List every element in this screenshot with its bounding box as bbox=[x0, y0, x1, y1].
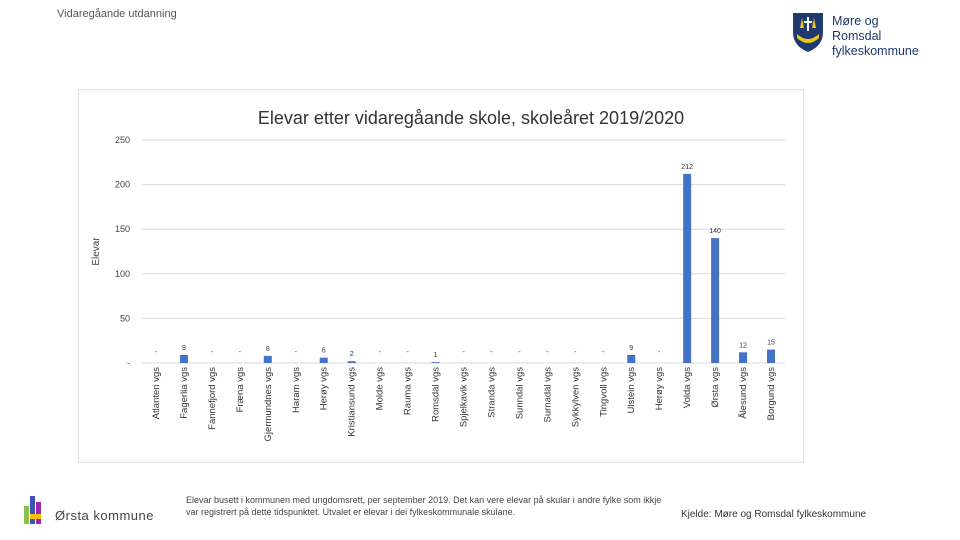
data-label: 1 bbox=[434, 352, 438, 359]
y-tick-label: - bbox=[127, 358, 130, 368]
x-tick-label: Fagerlia vgs bbox=[179, 367, 190, 419]
data-label: - bbox=[658, 349, 661, 356]
data-label: - bbox=[546, 349, 549, 356]
x-tick-label: Borgund vgs bbox=[766, 367, 777, 421]
bar bbox=[683, 173, 692, 363]
bar bbox=[179, 354, 188, 363]
data-label: - bbox=[211, 349, 214, 356]
x-tick-label: Sunndal vgs bbox=[514, 367, 525, 420]
bar bbox=[711, 238, 720, 363]
municipality-name: Ørsta kommune bbox=[55, 508, 154, 523]
x-tick-label: Ålesund vgs bbox=[738, 367, 749, 419]
coat-of-arms-icon bbox=[793, 13, 823, 52]
x-tick-label: Romsdal vgs bbox=[431, 367, 442, 422]
data-label: 15 bbox=[767, 340, 775, 347]
x-tick-label: Haram vgs bbox=[291, 367, 302, 413]
bar bbox=[347, 361, 356, 363]
data-label: 212 bbox=[681, 164, 693, 171]
x-tick-label: Spjelkavik vgs bbox=[459, 367, 470, 427]
bar-chart: Elevar etter vidaregåande skole, skoleår… bbox=[91, 108, 785, 442]
x-tick-label: Molde vgs bbox=[375, 367, 386, 411]
data-label: - bbox=[490, 349, 493, 356]
county-logo: Møre og Romsdal fylkeskommune bbox=[790, 10, 930, 58]
data-label: - bbox=[462, 349, 465, 356]
data-label: 9 bbox=[182, 345, 186, 352]
bar bbox=[739, 352, 748, 363]
data-label: 6 bbox=[322, 348, 326, 355]
data-label: - bbox=[239, 349, 242, 356]
x-tick-label: Atlanten vgs bbox=[151, 367, 162, 420]
logo-line-1: Møre og Romsdal bbox=[832, 14, 882, 43]
x-tick-label: Surnadal vgs bbox=[542, 367, 553, 423]
chart-frame: Elevar etter vidaregåande skole, skoleår… bbox=[78, 89, 804, 463]
data-label: 9 bbox=[629, 345, 633, 352]
x-tick-label: Kristiansund vgs bbox=[347, 367, 358, 437]
data-label: 8 bbox=[266, 346, 270, 353]
bar bbox=[431, 362, 440, 363]
data-label: - bbox=[406, 349, 409, 356]
data-label: 2 bbox=[350, 351, 354, 358]
y-tick-label: 100 bbox=[115, 269, 130, 279]
data-label: 140 bbox=[709, 228, 721, 235]
x-tick-label: Gjermundnes vgs bbox=[263, 367, 274, 442]
data-label: - bbox=[602, 349, 605, 356]
bar bbox=[263, 355, 272, 363]
header-label: Vidaregåande utdanning bbox=[57, 8, 177, 20]
x-tick-label: Herøy vgs bbox=[654, 367, 665, 411]
data-label: - bbox=[518, 349, 521, 356]
data-label: 12 bbox=[739, 342, 747, 349]
footnote: Elevar busett i kommunen med ungdomsrett… bbox=[186, 495, 662, 517]
x-tick-label: Herøy vgs bbox=[319, 367, 330, 411]
y-tick-label: 50 bbox=[120, 313, 130, 323]
chart-title: Elevar etter vidaregåande skole, skoleår… bbox=[258, 108, 684, 128]
x-tick-label: Sykkylven vgs bbox=[570, 367, 581, 427]
y-axis-label: Elevar bbox=[91, 237, 102, 266]
x-tick-label: Fannefjord vgs bbox=[207, 367, 218, 430]
source-note: Kjelde: Møre og Romsdal fylkeskommune bbox=[681, 509, 867, 520]
data-label: - bbox=[378, 349, 381, 356]
bar bbox=[627, 354, 636, 363]
x-tick-label: Rauma vgs bbox=[403, 367, 414, 415]
data-label: - bbox=[295, 349, 298, 356]
x-tick-label: Stranda vgs bbox=[486, 367, 497, 418]
x-tick-label: Ørsta vgs bbox=[710, 367, 721, 408]
data-label: - bbox=[155, 349, 158, 356]
x-tick-label: Tingvoll vgs bbox=[598, 367, 609, 417]
municipality-logo-icon bbox=[24, 496, 41, 524]
y-tick-label: 150 bbox=[115, 224, 130, 234]
x-tick-label: Ulstein vgs bbox=[626, 367, 637, 414]
data-label: - bbox=[574, 349, 577, 356]
logo-line-2: fylkeskommune bbox=[832, 44, 919, 58]
y-tick-label: 250 bbox=[115, 135, 130, 145]
x-tick-label: Fræna vgs bbox=[235, 367, 246, 413]
x-tick-label: Volda vgs bbox=[682, 367, 693, 408]
y-tick-label: 200 bbox=[115, 180, 130, 190]
bar bbox=[767, 349, 776, 363]
bar bbox=[319, 357, 328, 363]
